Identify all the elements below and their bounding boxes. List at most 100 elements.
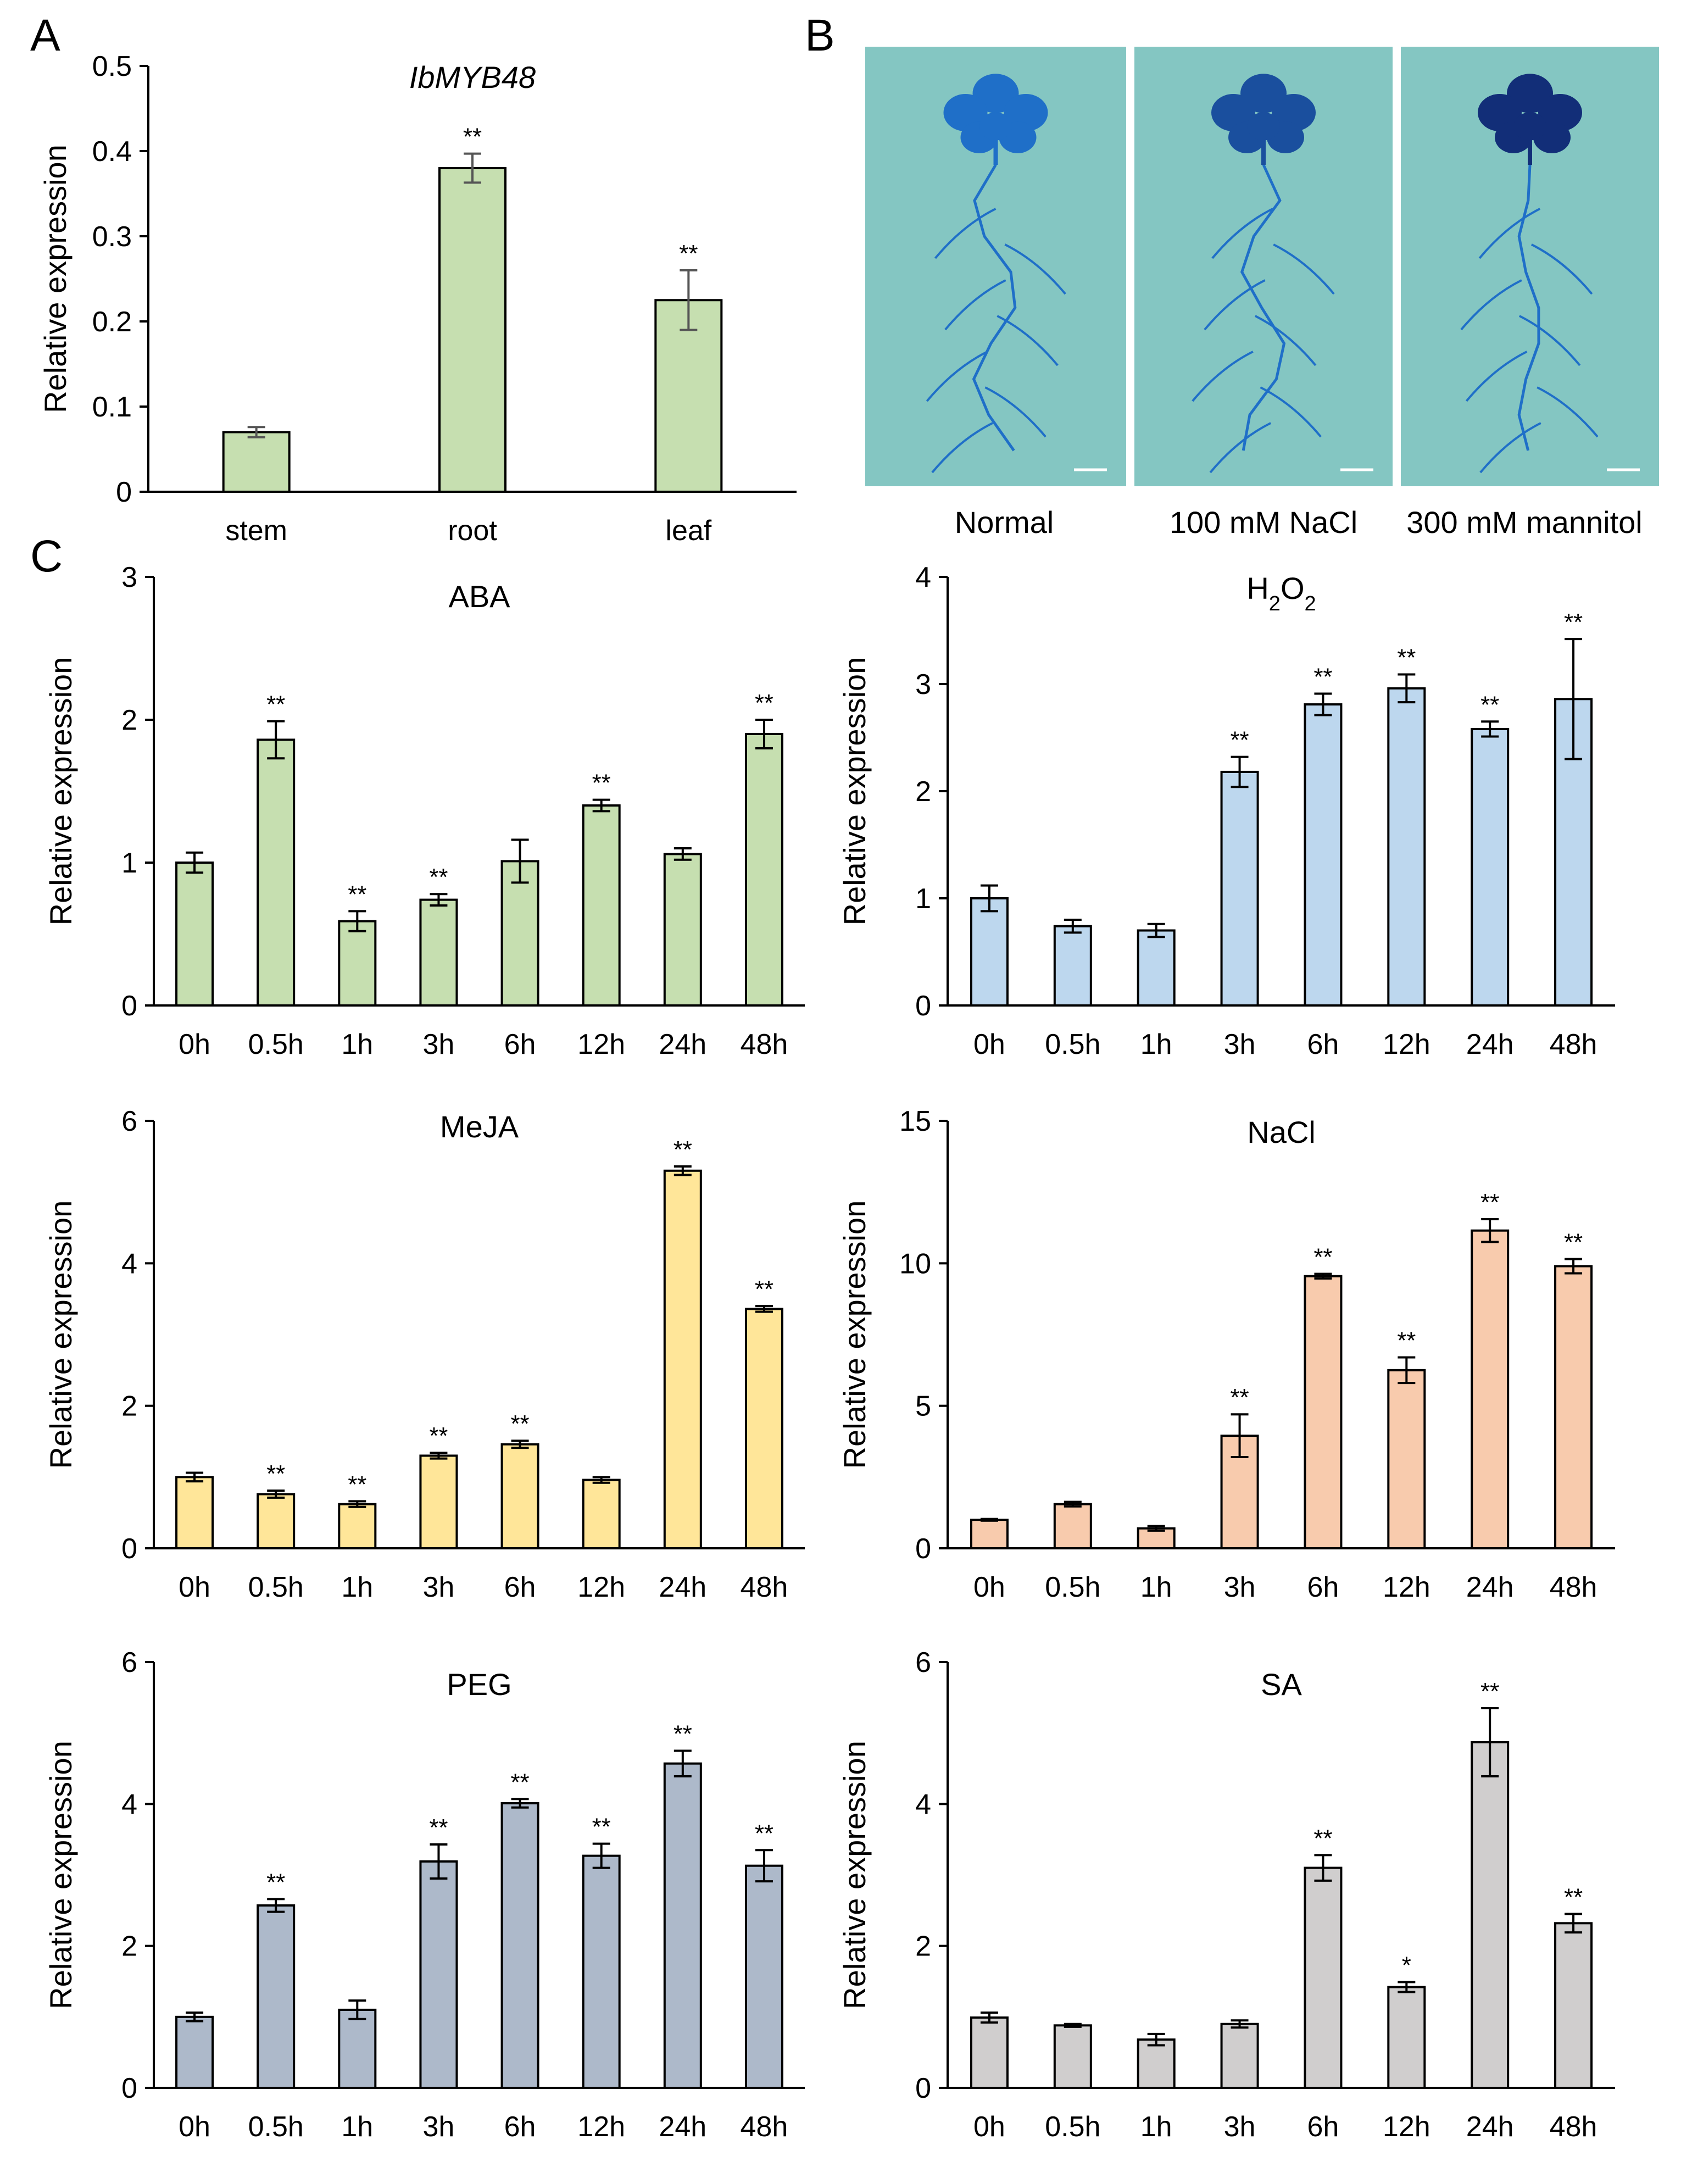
bar-charts: 0 0.1 0.2 0.3 0.4 0.5 Relative expression IbMYB… (38, 51, 1615, 2143)
x-tick-label: 0.5h (248, 2111, 304, 2143)
panel-letter-b: B (805, 10, 835, 60)
bar (663, 853, 702, 1007)
x-tick-label: 48h (1550, 1029, 1597, 1060)
x-tick-label: 0h (973, 1029, 1005, 1060)
y-axis-label: Relative expression (38, 145, 73, 413)
bar (582, 804, 621, 1007)
bar (582, 1854, 621, 2089)
y-axis-label: Relative expression (837, 1201, 872, 1469)
y-tick-label: 2 (915, 776, 931, 808)
y-axis-label: Relative expression (43, 1741, 78, 2009)
bar (1137, 2038, 1176, 2089)
significance-mark: ** (266, 1460, 285, 1487)
lateral-root (1260, 386, 1322, 438)
significance-mark: ** (429, 1814, 448, 1841)
significance-mark: ** (592, 770, 611, 797)
x-tick-label: 48h (741, 2111, 788, 2143)
y-axis-label: Relative expression (43, 657, 78, 926)
bar (1053, 925, 1092, 1007)
y-tick-label: 3 (915, 669, 931, 701)
significance-mark: ** (429, 1422, 448, 1449)
y-tick-label: 0.5 (92, 51, 132, 82)
bar (1471, 1741, 1510, 2089)
x-tick-label: 6h (504, 1029, 536, 1060)
significance-mark: * (1402, 1952, 1411, 1979)
significance-mark: ** (348, 1471, 366, 1498)
significance-mark: ** (673, 1136, 692, 1163)
y-axis-label: Relative expression (837, 1741, 872, 2009)
y-tick-label: 0.1 (92, 391, 132, 423)
bar (1304, 703, 1343, 1007)
x-tick-label: 48h (1550, 2111, 1597, 2143)
y-tick-label: 4 (121, 1248, 137, 1280)
x-tick-label: 24h (1466, 1029, 1514, 1060)
x-tick-label: 24h (659, 2111, 706, 2143)
y-tick-label: 5 (915, 1391, 931, 1422)
y-tick-label: 0 (121, 1533, 137, 1565)
bar (257, 1904, 296, 2089)
chart-title: H2O2 (1246, 571, 1316, 615)
x-tick-label: 3h (423, 2111, 455, 2143)
x-tick-label: stem (225, 515, 287, 547)
x-tick-label: 24h (1466, 2111, 1514, 2143)
significance-mark: ** (463, 124, 482, 151)
significance-mark: ** (1564, 609, 1583, 636)
x-tick-label: 0h (179, 1571, 210, 1603)
bar (1053, 1503, 1092, 1550)
bar (175, 2015, 214, 2089)
y-tick-label: 0 (915, 1533, 931, 1565)
bar (970, 1519, 1009, 1549)
bar (175, 1476, 214, 1549)
x-tick-label: 0.5h (248, 1029, 304, 1060)
significance-mark: ** (679, 240, 698, 267)
y-tick-label: 4 (121, 1788, 137, 1820)
photo-label-nacl: 100 mM NaCl (1170, 505, 1357, 540)
bar (500, 1802, 539, 2089)
chart-title: SA (1261, 1667, 1302, 1702)
x-tick-label: 6h (1307, 1571, 1339, 1603)
bar (338, 2008, 377, 2089)
y-tick-label: 2 (121, 704, 137, 736)
significance-mark: ** (755, 690, 773, 716)
panel-letter-a: A (30, 10, 60, 60)
photo-label-normal: Normal (955, 505, 1054, 540)
y-tick-label: 6 (121, 1105, 137, 1137)
bar (663, 1169, 702, 1549)
bar (338, 1503, 377, 1550)
panel-letter-c: C (30, 531, 63, 581)
bar (1304, 1866, 1343, 2089)
bar (744, 1864, 783, 2089)
significance-mark: ** (1480, 1678, 1499, 1705)
x-tick-label: 1h (1140, 1029, 1172, 1060)
x-tick-label: 48h (741, 1029, 788, 1060)
bar (1220, 2022, 1259, 2089)
lateral-root (1460, 279, 1522, 331)
x-tick-label: 12h (1383, 2111, 1430, 2143)
x-tick-label: 0.5h (1045, 1029, 1100, 1060)
bar (1053, 2024, 1092, 2089)
leaf (1513, 112, 1546, 141)
bar (419, 1860, 458, 2089)
bar (1387, 687, 1426, 1007)
x-tick-label: 24h (659, 1571, 706, 1603)
x-tick-label: 6h (504, 1571, 536, 1603)
chart-a: 0 0.1 0.2 0.3 0.4 0.5 Relative expression IbMYB… (38, 51, 797, 547)
y-tick-label: 0.3 (92, 221, 132, 253)
x-tick-label: 6h (504, 2111, 536, 2143)
significance-mark: ** (1313, 664, 1332, 691)
significance-mark: ** (592, 1814, 611, 1841)
lateral-root (1478, 208, 1541, 259)
bar (500, 1443, 539, 1550)
significance-mark: ** (1480, 1189, 1499, 1216)
x-tick-label: 0.5h (1045, 1571, 1100, 1603)
y-tick-label: 10 (899, 1248, 931, 1280)
x-tick-label: root (448, 515, 497, 547)
x-tick-label: 3h (423, 1029, 455, 1060)
x-tick-label: 1h (341, 1029, 373, 1060)
y-tick-label: 6 (915, 1647, 931, 1679)
lateral-root (1211, 208, 1273, 259)
y-tick-label: 0 (121, 2072, 137, 2104)
x-tick-label: 6h (1307, 2111, 1339, 2143)
x-tick-label: leaf (665, 515, 711, 547)
x-tick-label: 12h (1383, 1029, 1430, 1060)
